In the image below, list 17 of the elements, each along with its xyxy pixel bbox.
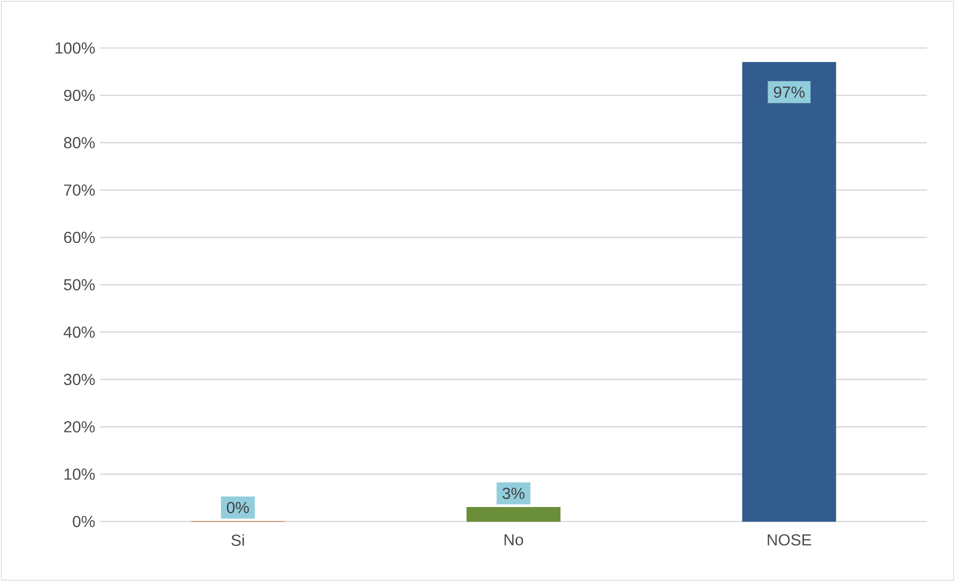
x-tick-label: Si — [231, 534, 244, 546]
data-label: 0% — [226, 502, 249, 514]
y-tick-label: 70% — [64, 184, 95, 196]
data-label: 3% — [502, 488, 525, 500]
y-tick-label: 0% — [72, 516, 95, 528]
y-tick-label: 30% — [64, 374, 95, 386]
y-tick-label: 60% — [64, 232, 95, 244]
x-tick-label: No — [504, 534, 524, 546]
y-tick-label: 80% — [64, 137, 95, 149]
y-tick-label: 10% — [64, 468, 95, 480]
y-tick-label: 40% — [64, 326, 95, 338]
data-label: 97% — [774, 86, 805, 98]
y-tick-label: 90% — [64, 90, 95, 102]
y-tick-label: 20% — [64, 421, 95, 433]
y-tick-label: 50% — [64, 279, 95, 291]
x-tick-label: NOSE — [768, 534, 812, 546]
y-tick-label: 100% — [56, 42, 95, 54]
